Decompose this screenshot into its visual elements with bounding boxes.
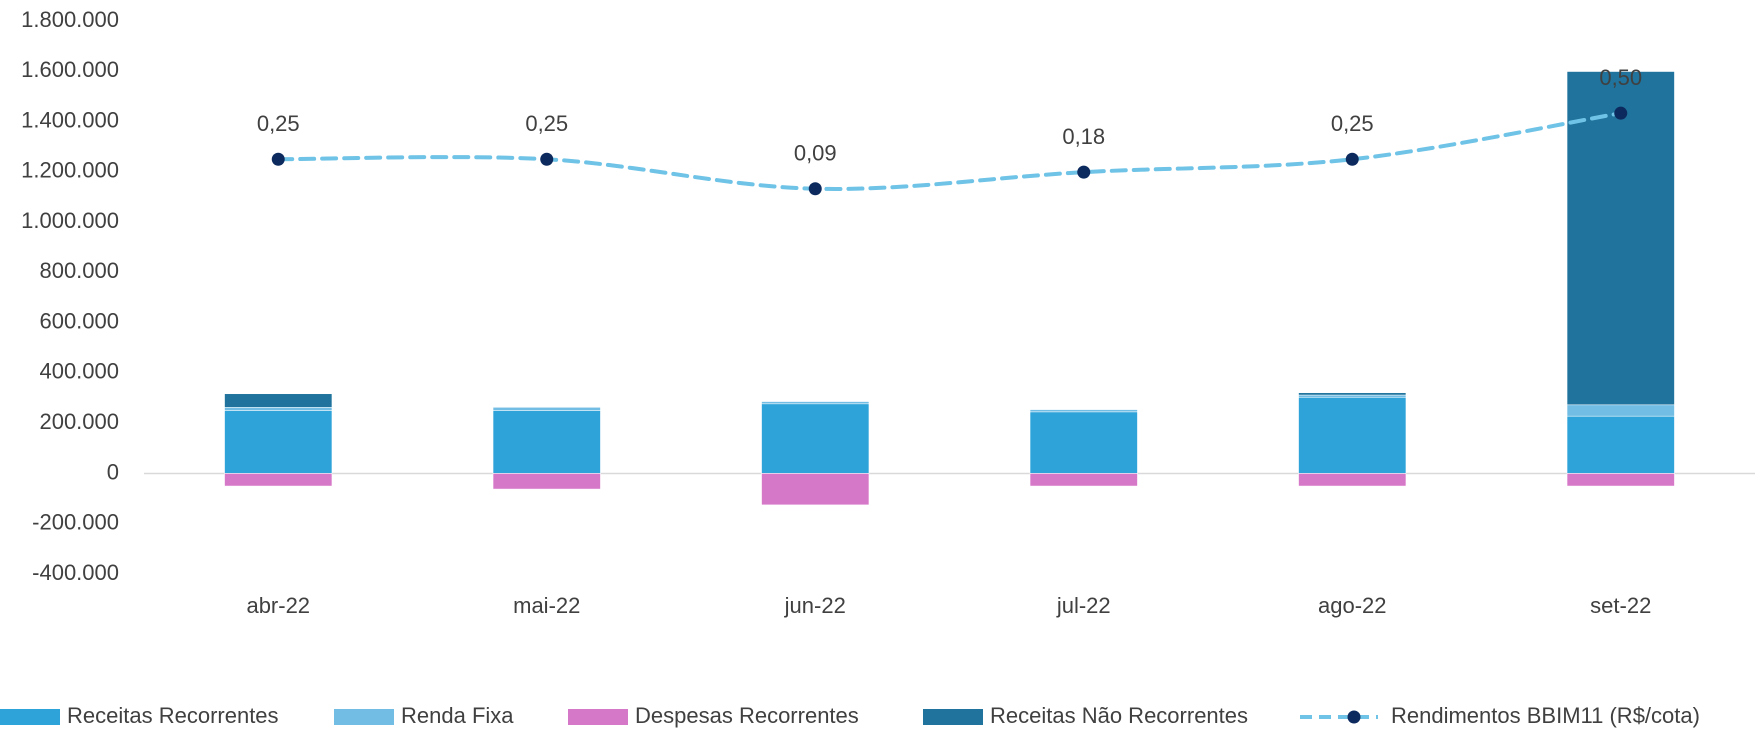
bar-segment <box>224 473 333 487</box>
y-tick-label: 400.000 <box>39 359 119 384</box>
x-tick-label: abr-22 <box>246 593 310 618</box>
y-tick-label: 1.600.000 <box>21 57 119 82</box>
y-tick-label: 1.000.000 <box>21 208 119 233</box>
y-tick-label: 1.200.000 <box>21 158 119 183</box>
legend-label: Rendimentos BBIM11 (R$/cota) <box>1391 703 1700 728</box>
bar-segment <box>224 393 333 408</box>
bar-segment <box>1029 409 1138 413</box>
y-tick-label: 200.000 <box>39 409 119 434</box>
legend-marker <box>1347 710 1361 724</box>
bar-segment <box>761 403 870 474</box>
bar-segment <box>1566 473 1675 487</box>
bar-segment <box>1298 394 1407 398</box>
bar-segment <box>1566 71 1675 406</box>
legend-label: Despesas Recorrentes <box>635 703 859 728</box>
bar-segment <box>1566 415 1675 474</box>
y-tick-label: 600.000 <box>39 308 119 333</box>
bar-segment <box>224 407 333 411</box>
bar-segment <box>1029 411 1138 474</box>
x-tick-label: jun-22 <box>784 593 846 618</box>
data-label: 0,25 <box>257 111 300 136</box>
x-tick-label: ago-22 <box>1318 593 1387 618</box>
line-marker <box>1077 165 1091 179</box>
line-marker <box>271 152 285 166</box>
x-tick-label: jul-22 <box>1056 593 1111 618</box>
legend-swatch <box>568 709 628 725</box>
legend-label: Renda Fixa <box>401 703 514 728</box>
bar-segment <box>761 473 870 506</box>
bar-segment <box>761 401 870 405</box>
x-tick-label: mai-22 <box>513 593 580 618</box>
data-label: 0,50 <box>1599 65 1642 90</box>
bar-segment <box>1298 473 1407 487</box>
bar-segment <box>1298 397 1407 474</box>
bar-segment <box>1298 392 1407 396</box>
bar-segment <box>492 473 601 490</box>
bar-segment <box>492 410 601 474</box>
bar-segment <box>1566 404 1675 417</box>
bar-segment <box>224 410 333 474</box>
legend-swatch <box>0 709 60 725</box>
line-marker <box>1345 152 1359 166</box>
data-label: 0,18 <box>1062 124 1105 149</box>
y-tick-label: -200.000 <box>32 510 119 535</box>
line-marker <box>808 182 822 196</box>
y-tick-label: 800.000 <box>39 258 119 283</box>
bar-segment <box>492 407 601 411</box>
line-marker <box>1614 106 1628 120</box>
x-tick-label: set-22 <box>1590 593 1651 618</box>
line-marker <box>540 152 554 166</box>
y-tick-label: 1.800.000 <box>21 7 119 32</box>
y-tick-label: -400.000 <box>32 560 119 585</box>
data-label: 0,25 <box>525 111 568 136</box>
legend-label: Receitas Não Recorrentes <box>990 703 1248 728</box>
data-label: 0,09 <box>794 141 837 166</box>
legend-swatch <box>923 709 983 725</box>
legend-swatch <box>334 709 394 725</box>
legend-label: Receitas Recorrentes <box>67 703 279 728</box>
bar-segment <box>1029 473 1138 487</box>
data-label: 0,25 <box>1331 111 1374 136</box>
line-series <box>276 111 1623 191</box>
y-tick-label: 0 <box>107 459 119 484</box>
y-tick-label: 1.400.000 <box>21 107 119 132</box>
